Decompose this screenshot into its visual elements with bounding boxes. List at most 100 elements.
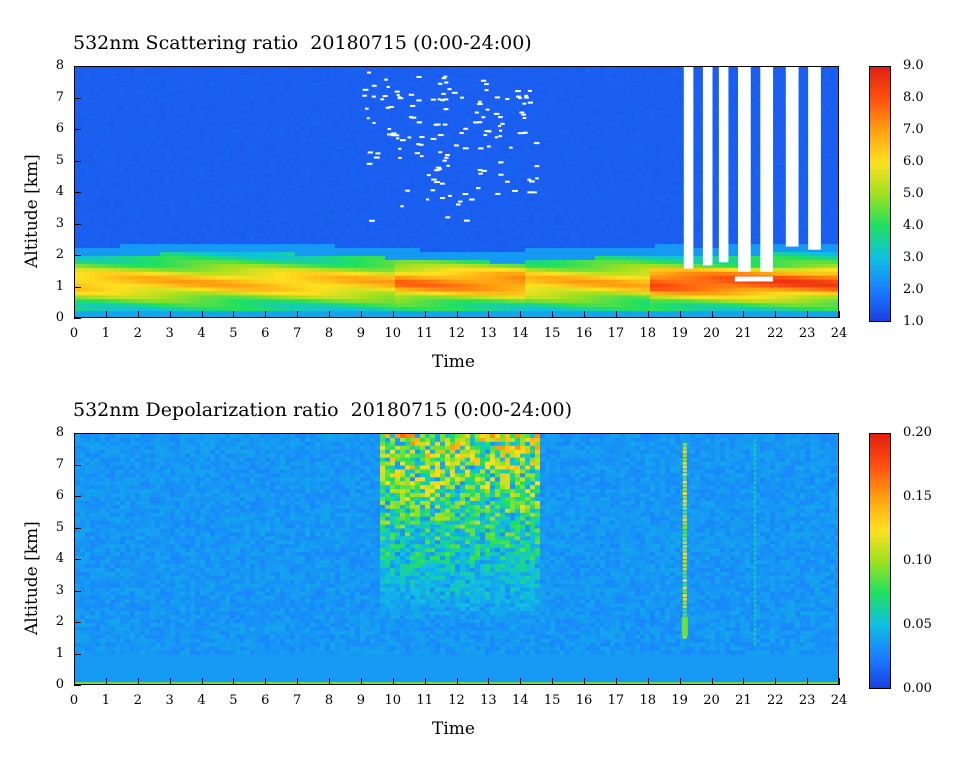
data-gap-speck [527,191,534,194]
data-gap-speck [447,88,452,91]
data-gap-speck [456,203,461,206]
y-tick-mark [74,66,81,67]
cloud-gap [760,67,774,272]
precip-streak [682,525,687,529]
y-tick-mark [74,685,81,686]
data-gap-speck [512,189,518,192]
precip-streak [682,461,687,465]
chart-title: 532nm Depolarization ratio 20180715 (0:0… [73,399,572,421]
precip-streak [753,462,756,466]
data-gap-speck [375,152,381,155]
data-gap-speck [391,132,397,135]
precip-streak [753,604,756,608]
x-tick-label: 9 [349,693,373,708]
precip-streak [753,500,756,504]
precip-streak [753,528,756,532]
x-tick-label: 13 [476,326,500,341]
x-tick-label: 3 [158,693,182,708]
x-tick-label: 10 [381,693,405,708]
colorbar-tick-label: 4.0 [903,218,924,233]
data-gap-speck [515,90,521,93]
data-gap-speck [386,133,392,136]
precip-streak [753,523,756,527]
data-gap-speck [400,139,406,142]
data-gap-speck [443,75,448,78]
precip-streak [681,616,688,636]
y-tick-label: 1 [44,646,64,661]
x-tick-label: 0 [62,326,86,341]
data-gap-speck [498,161,503,164]
data-gap-speck [416,75,422,78]
x-tick-label: 3 [158,326,182,341]
y-tick-mark [74,318,81,319]
data-gap-speck [408,93,415,96]
data-gap-speck [405,189,410,192]
data-gap-speck [444,156,449,159]
y-tick-label: 6 [44,121,64,136]
data-gap-speck [478,100,482,103]
data-gap-speck [441,92,446,95]
data-gap-speck [387,128,392,131]
precip-streak [753,561,756,565]
precip-streak [753,542,756,546]
data-gap-speck [498,173,504,176]
x-tick-label: 17 [604,326,628,341]
x-tick-mark [297,311,299,318]
data-gap-speck [521,113,527,116]
data-gap-speck [426,174,431,177]
data-gap-speck [382,95,388,98]
data-gap-speck [362,88,369,91]
x-tick-mark [233,678,235,685]
precip-streak [682,510,687,514]
x-tick-label: 23 [795,326,819,341]
data-gap-speck [446,164,450,167]
data-gap-speck [481,169,488,172]
precip-streak [682,537,687,541]
colorbar-tick-label: 6.0 [903,154,924,169]
data-gap-speck [498,116,503,119]
data-gap-speck [534,165,540,168]
data-gap-speck [477,168,483,171]
x-tick-mark [679,311,681,318]
x-tick-label: 6 [253,693,277,708]
data-gap-speck [398,156,402,159]
precip-streak [753,485,756,489]
y-tick-mark [74,622,81,623]
data-gap-speck [441,77,447,80]
colorbar-tick-label: 0.15 [903,489,932,504]
precip-streak [682,590,687,594]
cloud-gap [718,67,729,263]
data-gap-speck [494,96,501,99]
precip-streak [682,495,687,499]
precip-streak [682,533,687,537]
x-tick-label: 5 [221,326,245,341]
x-tick-label: 22 [763,693,787,708]
colorbar-tick-label: 0.20 [903,425,932,440]
data-gap-speck [430,137,437,140]
x-tick-mark [775,678,777,685]
precip-streak [753,594,756,598]
x-axis-title: Time [432,719,475,739]
x-tick-label: 14 [508,326,532,341]
data-gap-speck [524,96,529,99]
precip-streak [753,585,756,589]
data-gap-speck [478,147,484,150]
data-gap-speck [416,99,422,102]
precip-streak [753,566,756,570]
data-gap-speck [518,97,522,100]
y-tick-label: 6 [44,488,64,503]
data-gap-speck [504,180,510,183]
data-gap-speck [462,147,469,150]
data-gap-speck [495,192,501,195]
data-gap-speck [416,121,423,124]
data-gap-speck [439,197,445,200]
y-axis-title: Altitude [km] [22,154,42,268]
data-gap-speck [437,134,444,137]
precip-streak [753,452,756,456]
x-tick-mark [743,678,745,685]
x-tick-mark [807,678,809,685]
x-tick-mark [552,678,554,685]
data-gap-speck [398,147,402,150]
x-tick-mark [584,311,585,318]
y-tick-label: 4 [44,551,64,566]
